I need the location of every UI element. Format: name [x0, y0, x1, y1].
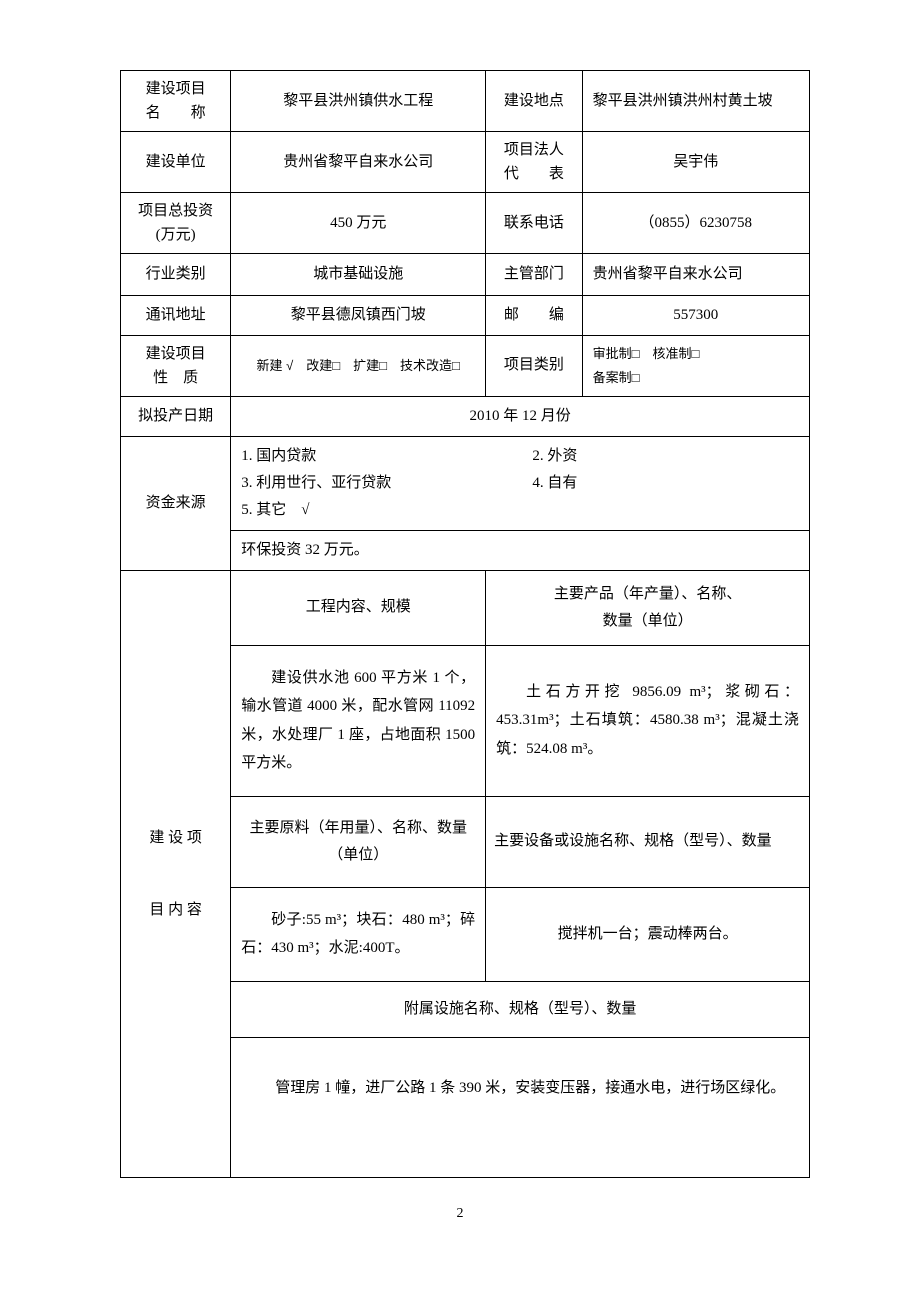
header-product: 主要产品（年产量）、名称、 数量（单位） — [486, 570, 810, 645]
value-scope: 建设供水池 600 平方米 1 个，输水管道 4000 米，配水管网 11092… — [231, 645, 486, 796]
header-scope: 工程内容、规模 — [231, 570, 486, 645]
value-nature: 新建 √ 改建□ 扩建□ 技术改造□ — [231, 335, 486, 396]
label-build-content: 建 设 项 目 内 容 — [121, 570, 231, 1177]
value-project-name: 黎平县洪州镇供水工程 — [231, 71, 486, 132]
row-content-header-1: 建 设 项 目 内 容 工程内容、规模 主要产品（年产量）、名称、 数量（单位） — [121, 570, 810, 645]
value-product: 土石方开挖 9856.09 m³；浆砌石：453.31m³；土石填筑：4580.… — [486, 645, 810, 796]
fund-opt-3: 3. 利用世行、亚行贷款 — [241, 470, 532, 497]
value-fund-options: 1. 国内贷款 2. 外资 3. 利用世行、亚行贷款 4. 自有 5. 其它 √ — [231, 436, 810, 530]
label-zip: 邮 编 — [486, 295, 582, 335]
label-address: 通讯地址 — [121, 295, 231, 335]
label-nature: 建设项目 性 质 — [121, 335, 231, 396]
label-phone: 联系电话 — [486, 193, 582, 254]
value-location: 黎平县洪州镇洪州村黄土坡 — [582, 71, 809, 132]
row-funding-source: 资金来源 1. 国内贷款 2. 外资 3. 利用世行、亚行贷款 4. 自有 5.… — [121, 436, 810, 530]
label-type: 项目类别 — [486, 335, 582, 396]
header-equip: 主要设备或设施名称、规格（型号）、数量 — [486, 796, 810, 887]
value-equip: 搅拌机一台；震动棒两台。 — [486, 887, 810, 981]
value-env-invest: 环保投资 32 万元。 — [231, 530, 810, 570]
header-material: 主要原料（年用量）、名称、数量（单位） — [231, 796, 486, 887]
value-builder: 贵州省黎平自来水公司 — [231, 132, 486, 193]
value-material: 砂子:55 m³；块石：480 m³；碎石：430 m³；水泥:400T。 — [231, 887, 486, 981]
row-investment: 项目总投资 (万元) 450 万元 联系电话 （0855）6230758 — [121, 193, 810, 254]
fund-opt-5: 5. 其它 √ — [241, 497, 801, 524]
label-location: 建设地点 — [486, 71, 582, 132]
row-builder: 建设单位 贵州省黎平自来水公司 项目法人 代 表 吴宇伟 — [121, 132, 810, 193]
value-legal-rep: 吴宇伟 — [582, 132, 809, 193]
page-number: 2 — [0, 1206, 920, 1222]
project-info-table: 建设项目 名 称 黎平县洪州镇供水工程 建设地点 黎平县洪州镇洪州村黄土坡 建设… — [120, 70, 810, 1178]
label-industry: 行业类别 — [121, 254, 231, 296]
value-total-invest: 450 万元 — [231, 193, 486, 254]
value-type: 审批制□ 核准制□ 备案制□ — [582, 335, 809, 396]
value-aux: 管理房 1 幢，进厂公路 1 条 390 米，安装变压器，接通水电，进行场区绿化… — [231, 1037, 810, 1177]
value-dept: 贵州省黎平自来水公司 — [582, 254, 809, 296]
label-dept: 主管部门 — [486, 254, 582, 296]
row-commission-date: 拟投产日期 2010 年 12 月份 — [121, 396, 810, 436]
header-aux: 附属设施名称、规格（型号）、数量 — [231, 981, 810, 1037]
row-industry: 行业类别 城市基础设施 主管部门 贵州省黎平自来水公司 — [121, 254, 810, 296]
row-project-name: 建设项目 名 称 黎平县洪州镇供水工程 建设地点 黎平县洪州镇洪州村黄土坡 — [121, 71, 810, 132]
label-date: 拟投产日期 — [121, 396, 231, 436]
value-zip: 557300 — [582, 295, 809, 335]
row-address: 通讯地址 黎平县德凤镇西门坡 邮 编 557300 — [121, 295, 810, 335]
fund-opt-2: 2. 外资 — [532, 443, 801, 470]
value-industry: 城市基础设施 — [231, 254, 486, 296]
label-fund: 资金来源 — [121, 436, 231, 570]
value-date: 2010 年 12 月份 — [231, 396, 810, 436]
label-builder: 建设单位 — [121, 132, 231, 193]
label-legal-rep: 项目法人 代 表 — [486, 132, 582, 193]
row-nature: 建设项目 性 质 新建 √ 改建□ 扩建□ 技术改造□ 项目类别 审批制□ 核准… — [121, 335, 810, 396]
fund-opt-1: 1. 国内贷款 — [241, 443, 532, 470]
value-address: 黎平县德凤镇西门坡 — [231, 295, 486, 335]
label-total-invest: 项目总投资 (万元) — [121, 193, 231, 254]
value-phone: （0855）6230758 — [582, 193, 809, 254]
label-project-name: 建设项目 名 称 — [121, 71, 231, 132]
fund-opt-4: 4. 自有 — [532, 470, 801, 497]
